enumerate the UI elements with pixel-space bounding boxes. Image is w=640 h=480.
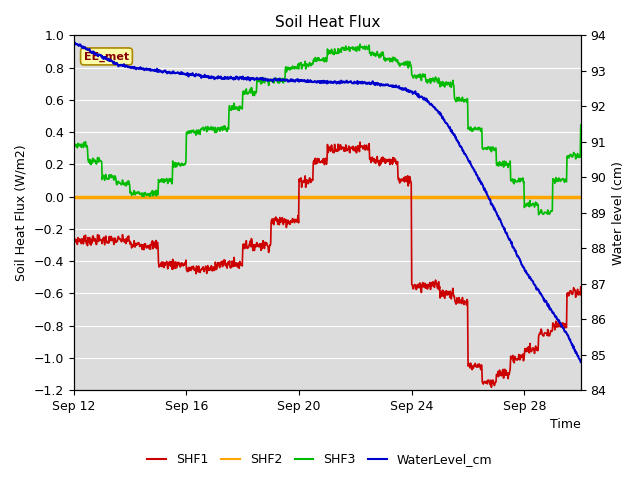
Text: EE_met: EE_met bbox=[84, 51, 129, 61]
Title: Soil Heat Flux: Soil Heat Flux bbox=[275, 15, 380, 30]
X-axis label: Time: Time bbox=[550, 419, 580, 432]
Legend: SHF1, SHF2, SHF3, WaterLevel_cm: SHF1, SHF2, SHF3, WaterLevel_cm bbox=[142, 448, 498, 471]
Y-axis label: Water level (cm): Water level (cm) bbox=[612, 161, 625, 264]
Y-axis label: Soil Heat Flux (W/m2): Soil Heat Flux (W/m2) bbox=[15, 144, 28, 281]
